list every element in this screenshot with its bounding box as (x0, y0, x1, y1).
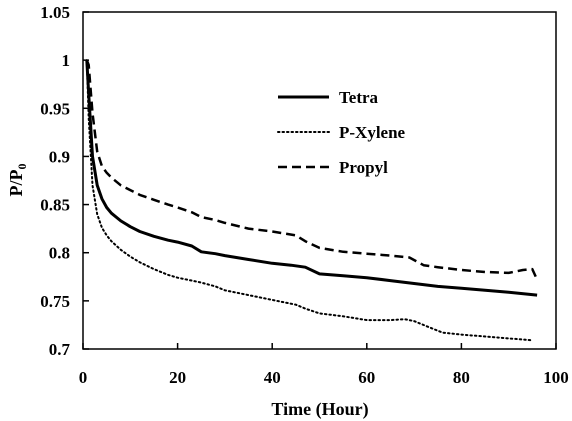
y-tick-label: 0.9 (49, 147, 70, 166)
legend-label-propyl: Propyl (339, 158, 388, 177)
y-tick-label: 0.95 (40, 99, 70, 118)
y-axis: 0.7 0.75 0.8 0.85 0.9 0.95 1 1.05 (40, 3, 89, 359)
x-tick-label: 40 (264, 368, 281, 387)
y-axis-title-subscript: 0 (15, 164, 29, 170)
x-tick-label: 0 (79, 368, 88, 387)
y-axis-title-main: P/P (6, 170, 26, 197)
y-tick-label: 1.05 (40, 3, 70, 22)
x-tick-label: 20 (169, 368, 186, 387)
plot-border (82, 11, 557, 350)
y-tick-label: 0.85 (40, 196, 70, 215)
series-line-p-xylene (85, 59, 534, 342)
legend: Tetra P-Xylene Propyl (277, 88, 406, 177)
y-axis-title: P/P0 (6, 164, 29, 197)
series-line-tetra (85, 60, 538, 297)
x-tick-label: 60 (358, 368, 375, 387)
y-tick-label: 1 (62, 51, 71, 70)
x-tick-label: 80 (453, 368, 470, 387)
x-tick-label: 100 (543, 368, 569, 387)
legend-label-p-xylene: P-Xylene (339, 123, 406, 142)
plot-area (82, 11, 557, 350)
y-tick-label: 0.75 (40, 292, 70, 311)
y-tick-label: 0.8 (49, 244, 70, 263)
legend-label-tetra: Tetra (339, 88, 379, 107)
series-layer (85, 59, 539, 342)
x-axis-title: Time (Hour) (271, 399, 368, 420)
series-line-propyl (85, 59, 539, 281)
y-tick-label: 0.7 (49, 340, 71, 359)
x-axis: 0 20 40 60 80 100 (79, 343, 569, 387)
